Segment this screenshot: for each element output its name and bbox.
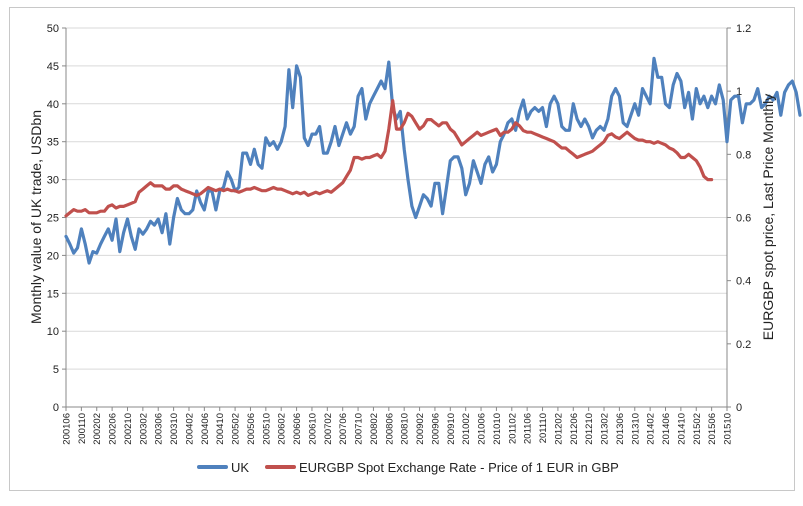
x-tick-label: 200110	[77, 413, 88, 444]
x-tick-label: 200510	[261, 413, 272, 445]
y2-axis-ticks: 0 0.2 0.4 0.6 0.8 1 1.2	[727, 23, 751, 414]
y-tick-label: 30	[47, 175, 59, 187]
x-tick-label: 200302	[138, 413, 149, 445]
x-tick-label: 200502	[231, 413, 242, 445]
x-tick-label: 201010	[492, 413, 503, 445]
x-tick-label: 200406	[200, 413, 211, 445]
x-tick-label: 201302	[600, 413, 611, 445]
x-tick-label: 201002	[461, 413, 472, 445]
x-tick-label: 201510	[723, 413, 734, 445]
y2-tick-label: 0	[736, 402, 742, 414]
x-tick-label: 201102	[507, 413, 518, 444]
x-tick-label: 201006	[477, 413, 488, 445]
y-tick-label: 15	[47, 288, 59, 300]
x-tick-label: 200206	[108, 413, 119, 445]
y2-tick-label: 0.4	[736, 276, 751, 288]
y2-tick-label: 0.8	[736, 149, 751, 161]
x-tick-label: 200902	[415, 413, 426, 445]
x-tick-label: 200806	[384, 413, 395, 445]
x-tick-label: 200706	[338, 413, 349, 445]
x-tick-label: 200910	[446, 413, 457, 445]
y2-tick-label: 1.2	[736, 23, 751, 35]
series-line-eurgbp	[64, 98, 714, 218]
y-tick-label: 20	[47, 250, 59, 262]
x-tick-label: 200710	[354, 413, 365, 445]
x-tick-label: 201210	[584, 413, 595, 445]
y2-tick-label: 0.2	[736, 339, 751, 351]
x-tick-label: 201106	[523, 413, 534, 444]
x-tick-label: 200810	[400, 413, 411, 445]
y2-axis-title: EURGBP spot price, Last Price Monthly	[760, 94, 776, 340]
x-tick-label: 200506	[246, 413, 257, 445]
x-tick-label: 200106	[62, 413, 73, 445]
y2-tick-label: 1	[736, 86, 742, 98]
series-lines	[64, 56, 802, 265]
y-tick-label: 10	[47, 326, 59, 338]
x-tick-label: 200906	[430, 413, 441, 445]
x-tick-label: 200702	[323, 413, 334, 445]
x-tick-label: 201506	[707, 413, 718, 445]
x-tick-label: 200202	[92, 413, 103, 445]
y2-tick-label: 0.6	[736, 213, 751, 225]
x-tick-label: 200210	[123, 413, 134, 445]
y-tick-label: 5	[53, 364, 59, 376]
x-tick-label: 201410	[676, 413, 687, 445]
x-tick-label: 201502	[692, 413, 703, 445]
y-axis-title: Monthly value of UK trade, USDbn	[28, 110, 44, 324]
x-tick-label: 200606	[292, 413, 303, 445]
x-tick-label: 201202	[553, 413, 564, 445]
legend-label-uk: UK	[231, 460, 249, 475]
x-tick-label: 201402	[646, 413, 657, 445]
x-tick-label: 201310	[630, 413, 641, 445]
series-line-uk	[64, 56, 802, 265]
x-tick-label: 200802	[369, 413, 380, 445]
x-tick-label: 201406	[661, 413, 672, 445]
x-tick-label: 200306	[154, 413, 165, 445]
x-tick-label: 201110	[538, 413, 549, 443]
x-tick-label: 201306	[615, 413, 626, 445]
y-tick-label: 45	[47, 61, 59, 73]
x-tick-label: 200610	[307, 413, 318, 445]
chart-frame	[9, 7, 795, 491]
x-tick-label: 201206	[569, 413, 580, 445]
y-tick-label: 0	[53, 402, 59, 414]
x-tick-label: 200310	[169, 413, 180, 445]
y-tick-label: 50	[47, 23, 59, 35]
x-tick-label: 200410	[215, 413, 226, 445]
x-tick-label: 200402	[184, 413, 195, 445]
x-axis-ticks: 200106 200110 200202 200206 200210 200302 2003…	[62, 407, 734, 445]
y-tick-label: 35	[47, 137, 59, 149]
x-tick-label: 200602	[277, 413, 288, 445]
legend: UK EURGBP Spot Exchange Rate - Price of …	[197, 460, 619, 475]
y-axis-ticks: 0 5 10 15 20 25 30 35 40 45 50	[47, 23, 66, 414]
y-tick-label: 25	[47, 213, 59, 225]
legend-label-eurgbp: EURGBP Spot Exchange Rate - Price of 1 E…	[299, 460, 619, 475]
y-tick-label: 40	[47, 99, 59, 111]
